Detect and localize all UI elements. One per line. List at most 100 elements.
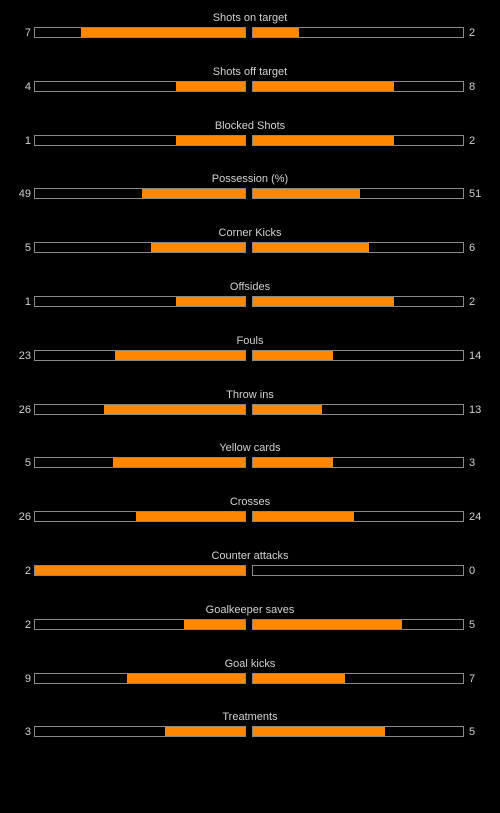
away-value: 8 [469, 80, 476, 93]
away-bar-fill [253, 243, 369, 253]
stat-label: Crosses [229, 496, 271, 509]
home-bar [34, 295, 246, 307]
away-bar [252, 564, 464, 576]
away-bar [252, 511, 464, 523]
away-bar-fill [253, 512, 354, 522]
home-bar-fill [35, 565, 245, 575]
stat-row: Fouls 23 14 [0, 334, 500, 388]
away-value: 3 [469, 457, 476, 470]
home-value: 4 [24, 80, 31, 93]
home-value: 26 [18, 403, 31, 416]
home-bar-fill [165, 727, 245, 737]
away-bar [252, 134, 464, 146]
stat-label: Offsides [229, 280, 271, 293]
stat-label: Shots off target [212, 65, 288, 78]
home-bar [34, 564, 246, 576]
home-value: 5 [24, 242, 31, 255]
home-bar-fill [135, 512, 245, 522]
home-bar-fill [142, 189, 245, 199]
home-bar [34, 457, 246, 469]
stat-label: Shots on target [212, 12, 288, 24]
home-value: 5 [24, 457, 31, 470]
away-bar-fill [253, 135, 394, 145]
away-bar-fill [253, 296, 394, 306]
away-bar [252, 672, 464, 684]
away-bar [252, 457, 464, 469]
home-bar [34, 242, 246, 254]
home-value: 9 [24, 672, 31, 685]
away-bar [252, 242, 464, 254]
away-bar-fill [253, 458, 333, 468]
away-bar-fill [253, 28, 300, 37]
away-value: 2 [469, 134, 476, 147]
stat-row: Throw ins 26 13 [0, 388, 500, 442]
stat-label: Corner Kicks [218, 227, 282, 240]
away-bar-fill [253, 727, 386, 737]
stat-row: Treatments 3 5 [0, 710, 500, 764]
home-bar [34, 349, 246, 361]
home-bar-fill [81, 28, 245, 37]
stat-label: Fouls [236, 334, 264, 347]
home-bar-fill [184, 619, 245, 629]
stat-row: Yellow cards 5 3 [0, 441, 500, 495]
home-bar-fill [175, 296, 245, 306]
away-value: 24 [469, 511, 482, 524]
away-bar [252, 27, 464, 38]
stat-row: Offsides 1 2 [0, 280, 500, 334]
away-bar-fill [253, 404, 323, 414]
stat-label: Possession (%) [211, 173, 289, 186]
away-bar-fill [253, 619, 403, 629]
away-bar [252, 295, 464, 307]
home-bar-fill [175, 135, 245, 145]
home-bar [34, 726, 246, 738]
stat-label: Treatments [222, 711, 278, 724]
away-value: 0 [469, 564, 476, 577]
home-bar-fill [104, 404, 245, 414]
stat-row: Shots off target 4 8 [0, 65, 500, 119]
home-bar-fill [127, 673, 245, 683]
home-value: 2 [24, 618, 31, 631]
home-value: 1 [24, 295, 31, 308]
home-value: 7 [24, 27, 31, 39]
away-value: 14 [469, 349, 482, 362]
away-value: 13 [469, 403, 482, 416]
home-bar-fill [175, 81, 245, 91]
match-stats-list: Shots on target 7 2 Shots off target 4 8… [0, 11, 500, 764]
stat-label: Blocked Shots [214, 119, 286, 132]
away-bar [252, 188, 464, 200]
stat-label: Throw ins [226, 388, 274, 401]
away-bar [252, 726, 464, 738]
home-bar [34, 672, 246, 684]
away-bar [252, 403, 464, 415]
home-bar [34, 618, 246, 630]
home-bar-fill [112, 458, 245, 468]
away-value: 7 [469, 672, 476, 685]
home-value: 49 [18, 188, 31, 201]
away-value: 5 [469, 726, 476, 739]
stat-label: Goalkeeper saves [205, 603, 295, 616]
home-bar [34, 27, 246, 38]
home-bar-fill [114, 350, 245, 360]
stat-label: Counter attacks [211, 549, 289, 562]
home-bar [34, 511, 246, 523]
stat-label: Goal kicks [224, 657, 276, 670]
home-bar [34, 134, 246, 146]
stat-row: Blocked Shots 1 2 [0, 119, 500, 173]
away-bar-fill [253, 81, 394, 91]
home-value: 1 [24, 134, 31, 147]
away-value: 2 [469, 295, 476, 308]
away-bar [252, 349, 464, 361]
stat-row: Corner Kicks 5 6 [0, 226, 500, 280]
home-bar [34, 403, 246, 415]
stat-label: Yellow cards [219, 442, 281, 455]
stat-row: Goalkeeper saves 2 5 [0, 603, 500, 657]
home-value: 23 [18, 349, 31, 362]
away-value: 5 [469, 618, 476, 631]
away-value: 51 [469, 188, 482, 201]
stat-row: Possession (%) 49 51 [0, 172, 500, 226]
home-value: 2 [24, 564, 31, 577]
away-bar-fill [253, 350, 333, 360]
away-bar-fill [253, 673, 346, 683]
stat-row: Crosses 26 24 [0, 495, 500, 549]
away-value: 2 [469, 27, 476, 39]
